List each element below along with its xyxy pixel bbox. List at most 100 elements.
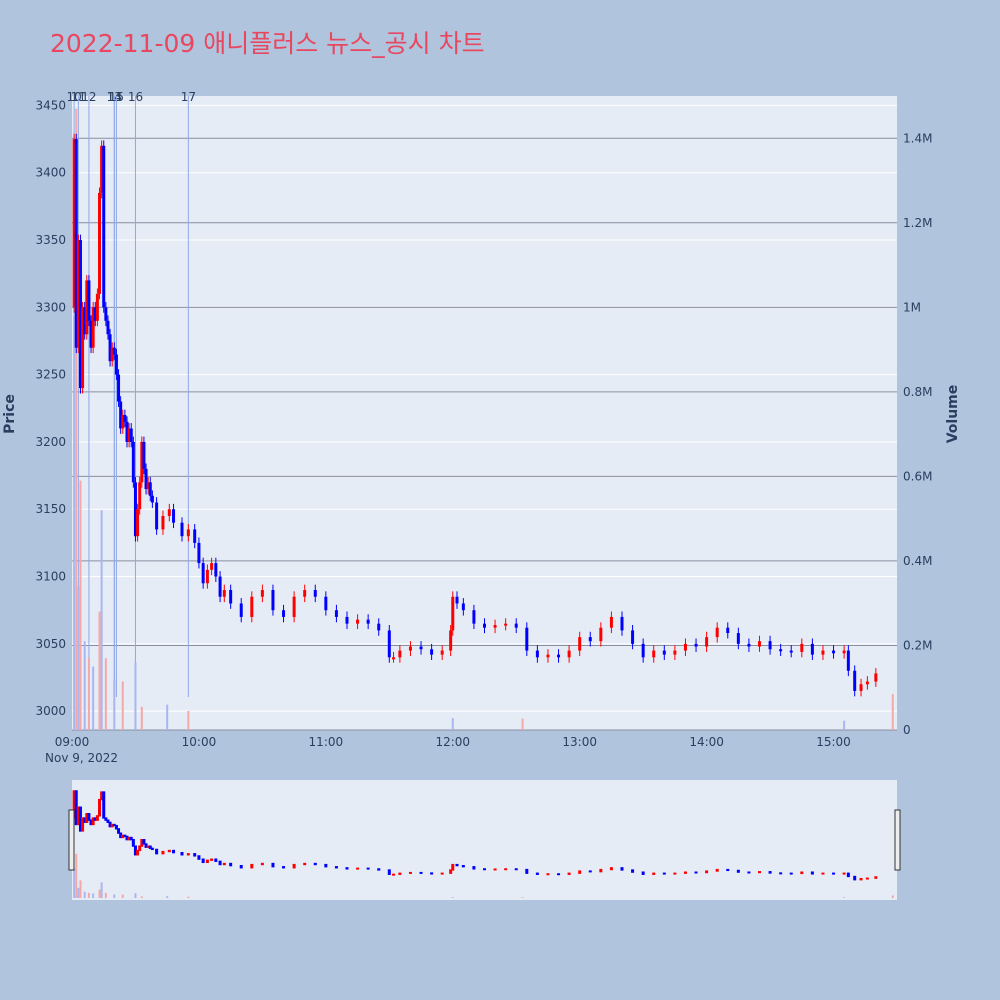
mini-candle xyxy=(186,853,190,856)
news-marker-label: 14 xyxy=(107,90,122,104)
volume-bar xyxy=(843,720,846,730)
mini-candle xyxy=(140,839,144,847)
candle-body xyxy=(694,643,698,647)
mini-volume-bar xyxy=(77,887,80,898)
mini-candle xyxy=(865,877,869,880)
mini-candle xyxy=(493,868,497,871)
mini-candle xyxy=(483,868,486,871)
candle-body xyxy=(303,590,307,597)
candle-body xyxy=(282,610,286,617)
mini-candle xyxy=(218,860,222,866)
candle-body xyxy=(123,415,127,422)
candle-body xyxy=(250,596,254,617)
volume-bar xyxy=(92,666,95,730)
mini-candle xyxy=(144,843,148,848)
mini-candle xyxy=(148,845,152,849)
candle-body xyxy=(81,307,85,389)
mini-candle xyxy=(89,819,93,826)
candle-body xyxy=(472,610,476,624)
candle-body xyxy=(313,590,317,597)
mini-candle xyxy=(842,872,846,875)
mini-volume-bar xyxy=(891,895,894,898)
news-marker-label: 17 xyxy=(181,90,196,104)
mini-candle xyxy=(117,828,121,834)
mini-candle xyxy=(214,858,218,862)
price-tick-label: 3050 xyxy=(35,637,66,651)
range-slider[interactable] xyxy=(72,780,897,900)
mini-candle xyxy=(83,817,87,823)
candle-body xyxy=(108,334,112,362)
mini-candle xyxy=(121,834,125,839)
mini-volume-bar xyxy=(104,892,107,898)
mini-candle xyxy=(131,839,135,847)
mini-candle xyxy=(356,867,360,870)
volume-bar xyxy=(98,611,101,730)
mini-volume-bar xyxy=(73,868,76,898)
mini-candle xyxy=(461,864,465,868)
candle-body xyxy=(155,502,159,530)
mini-candle xyxy=(398,872,402,875)
mini-candle xyxy=(705,870,709,874)
volume-tick-label: 0.2M xyxy=(903,638,932,652)
candle-body xyxy=(620,616,624,631)
candle-body xyxy=(641,643,645,658)
candle-body xyxy=(229,590,233,604)
candle-body xyxy=(121,415,125,429)
mini-candle xyxy=(726,868,730,872)
mini-candle xyxy=(789,872,793,875)
mini-candle xyxy=(546,873,550,876)
mini-candle xyxy=(832,872,836,875)
candle-body xyxy=(72,139,76,308)
candle-body xyxy=(102,145,106,308)
volume-bar xyxy=(187,710,190,730)
mini-candle xyxy=(119,832,123,839)
candle-body xyxy=(387,630,391,658)
candle-body xyxy=(180,522,184,537)
price-candles xyxy=(72,133,878,697)
mini-candle xyxy=(303,862,307,866)
volume-bar xyxy=(100,510,103,730)
mini-candle xyxy=(641,871,645,875)
mini-candle xyxy=(138,845,142,852)
mini-candle xyxy=(846,872,850,878)
candle-body xyxy=(292,596,296,617)
candle-body xyxy=(546,654,550,658)
candle-body xyxy=(138,482,142,510)
volume-tick-label: 1M xyxy=(903,300,921,314)
mini-candle xyxy=(715,868,719,872)
price-tick-label: 3100 xyxy=(35,570,66,584)
mini-volume-bar xyxy=(451,897,454,898)
mini-candle xyxy=(821,872,825,875)
candle-body xyxy=(83,307,87,335)
candle-body xyxy=(239,603,243,617)
volume-bar xyxy=(77,586,80,730)
mini-candle xyxy=(588,870,592,873)
candle-body xyxy=(345,616,349,624)
candle-body xyxy=(800,643,804,652)
mini-volume-bar xyxy=(83,891,86,898)
mini-candle xyxy=(451,863,455,871)
volume-axis-ticks: 0 0.2M 0.4M 0.6M 0.8M 1M 1.2M 1.4M xyxy=(903,131,932,737)
range-slider-left-handle[interactable] xyxy=(68,809,75,871)
price-tick-label: 3400 xyxy=(35,166,66,180)
candle-body xyxy=(144,468,148,490)
candle-body xyxy=(112,347,116,355)
main-plot-area[interactable] xyxy=(72,96,897,730)
mini-candle xyxy=(110,823,114,828)
mini-candle xyxy=(472,866,476,870)
candle-body xyxy=(865,681,869,685)
mini-candle xyxy=(205,859,209,864)
candle-body xyxy=(557,654,561,658)
mini-candle xyxy=(93,817,97,821)
mini-candle xyxy=(609,867,613,871)
mini-candle xyxy=(449,869,453,874)
range-slider-right-handle[interactable] xyxy=(894,809,901,871)
mini-candle xyxy=(129,836,133,841)
volume-bar xyxy=(891,694,894,730)
candle-body xyxy=(114,354,118,375)
candle-body xyxy=(129,428,133,442)
candle-body xyxy=(631,630,635,644)
volume-bar xyxy=(521,718,524,730)
mini-candle xyxy=(620,867,624,871)
